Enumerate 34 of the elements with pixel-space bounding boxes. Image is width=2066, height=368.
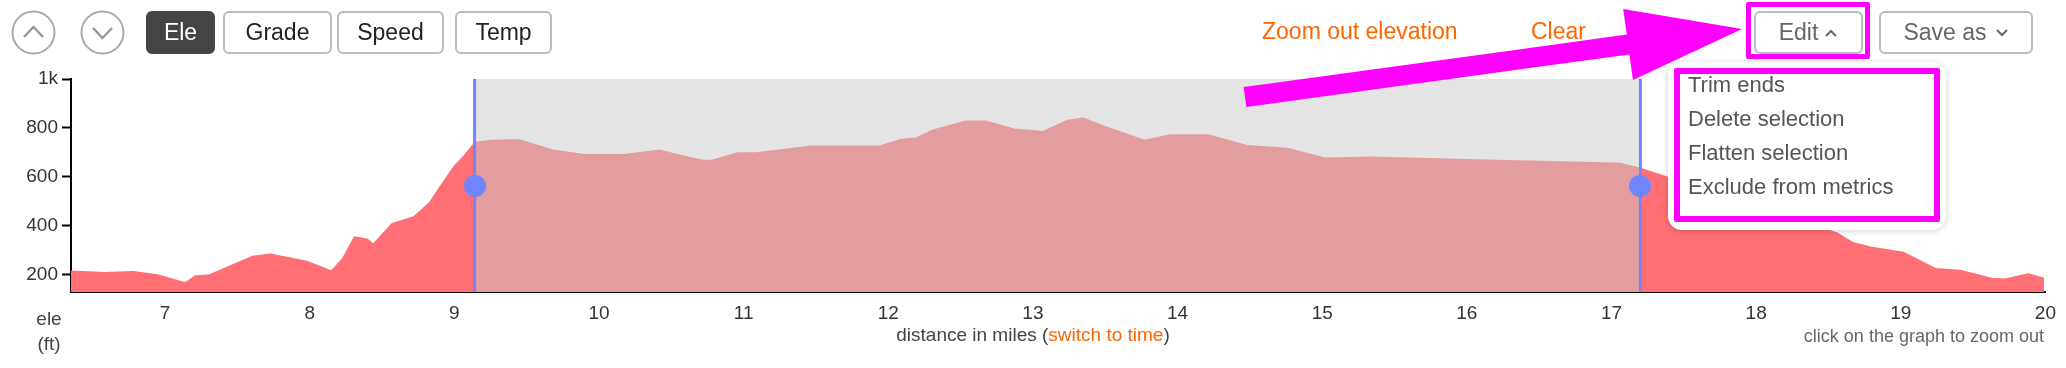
annotation: Trim ends xyxy=(1688,71,1786,99)
annotation: Delete selection xyxy=(1688,105,1846,133)
x-tick-label: 20 xyxy=(2034,301,2056,323)
text: Speed xyxy=(337,11,444,54)
x-tick-label: 17 xyxy=(1600,301,1623,323)
text: click on the graph to zoom out xyxy=(1803,326,2044,347)
y-tick-label: 1k xyxy=(37,67,59,89)
x-tick-label: 16 xyxy=(1456,301,1478,323)
y-tick-label: 400 xyxy=(26,214,58,236)
x-tick-label: 13 xyxy=(1022,301,1044,323)
text: Zoom out elevation xyxy=(1262,18,1458,45)
text: Save as xyxy=(1879,11,2033,54)
x-tick-label: 7 xyxy=(159,301,171,323)
y-tick-label: 200 xyxy=(26,263,58,285)
annotation: Exclude from metrics xyxy=(1688,173,1894,201)
annotation: Flatten selection xyxy=(1688,139,1850,167)
y-axis-title: ele (ft) xyxy=(35,307,63,356)
text: Edit xyxy=(1754,11,1863,54)
x-tick-label: 11 xyxy=(733,301,754,323)
text: Grade xyxy=(223,11,332,54)
x-tick-label: 19 xyxy=(1890,301,1912,323)
x-tick-label: 8 xyxy=(304,301,315,323)
text: Temp xyxy=(455,11,552,54)
x-tick-label: 15 xyxy=(1311,301,1333,323)
text: Ele xyxy=(146,11,215,54)
text: Clear xyxy=(1531,18,1586,45)
x-axis-title: distance in miles (switch to time) xyxy=(896,324,1170,345)
x-tick-label: 14 xyxy=(1166,301,1189,323)
x-tick-label: 9 xyxy=(449,301,460,323)
y-tick-label: 600 xyxy=(26,165,58,187)
x-tick-label: 10 xyxy=(588,301,610,323)
y-tick-label: 800 xyxy=(26,116,58,138)
x-tick-label: 12 xyxy=(877,301,899,323)
x-tick-label: 18 xyxy=(1745,301,1767,323)
